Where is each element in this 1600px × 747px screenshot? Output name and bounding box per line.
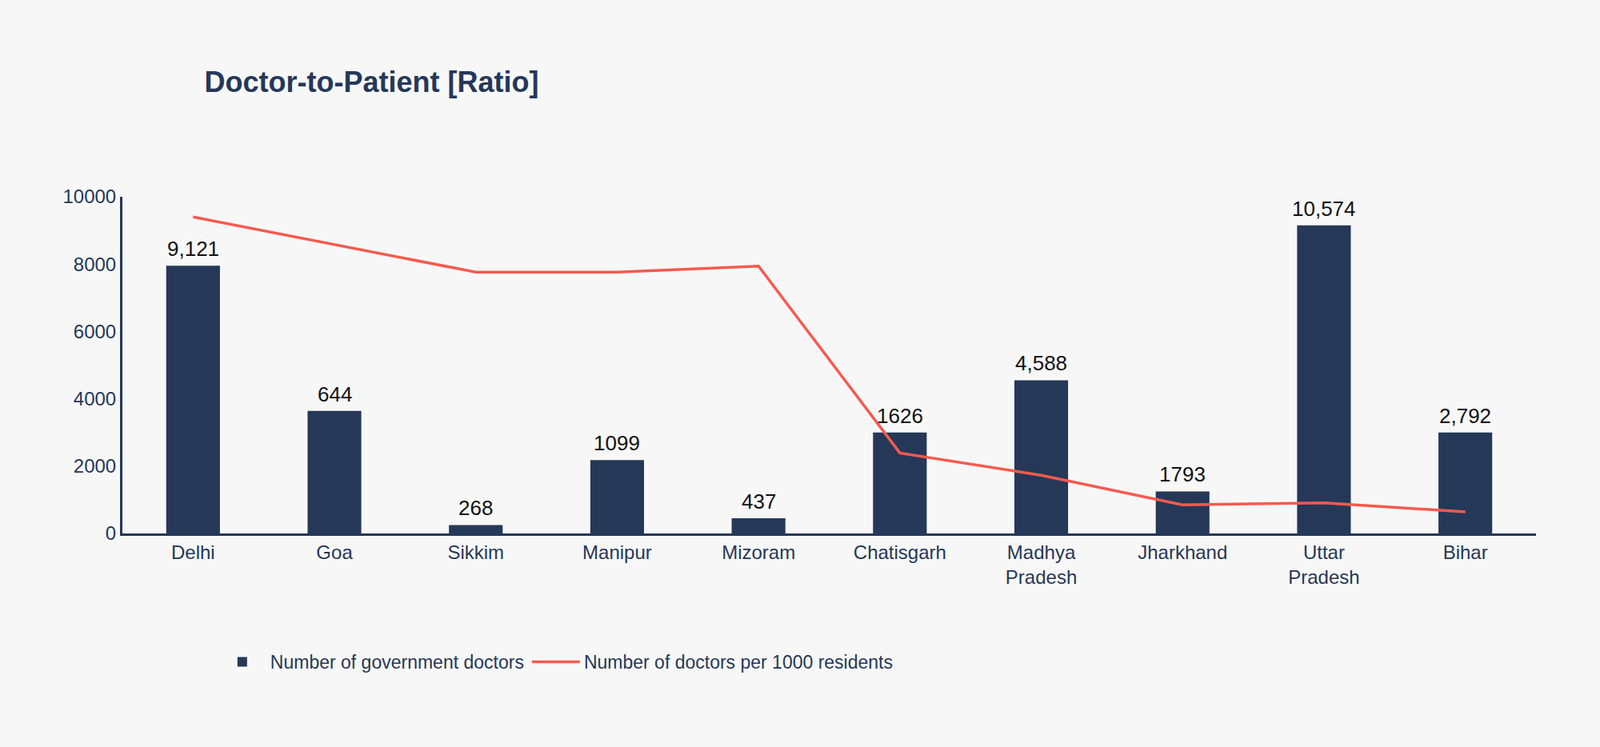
svg-text:9,121: 9,121 — [167, 236, 220, 261]
svg-text:6000: 6000 — [73, 320, 116, 343]
svg-text:MadhyaPradesh: MadhyaPradesh — [1005, 541, 1077, 588]
svg-text:Number of doctors per 1000 res: Number of doctors per 1000 residents — [584, 652, 893, 673]
svg-text:644: 644 — [317, 382, 352, 407]
svg-text:8000: 8000 — [73, 253, 116, 276]
svg-text:Chatisgarh: Chatisgarh — [853, 541, 947, 564]
svg-text:Manipur: Manipur — [582, 541, 652, 564]
svg-text:Bihar: Bihar — [1443, 541, 1488, 564]
svg-text:Doctor-to-Patient [Ratio]: Doctor-to-Patient [Ratio] — [204, 65, 539, 99]
svg-text:437: 437 — [741, 489, 776, 514]
svg-text:2,792: 2,792 — [1439, 404, 1492, 428]
svg-text:UttarPradesh: UttarPradesh — [1288, 541, 1360, 588]
svg-text:2000: 2000 — [73, 455, 116, 477]
svg-text:4,588: 4,588 — [1015, 351, 1068, 376]
svg-text:10000: 10000 — [62, 185, 116, 208]
svg-text:Sikkim: Sikkim — [447, 541, 504, 564]
svg-text:Mizoram: Mizoram — [721, 541, 796, 564]
svg-text:0: 0 — [105, 522, 116, 544]
svg-text:268: 268 — [458, 496, 493, 520]
svg-text:10,574: 10,574 — [1292, 196, 1356, 221]
svg-text:4000: 4000 — [73, 388, 116, 410]
svg-text:1793: 1793 — [1159, 462, 1206, 487]
svg-text:Goa: Goa — [316, 541, 353, 564]
svg-text:Number of government doctors: Number of government doctors — [270, 652, 524, 673]
svg-text:Jharkhand: Jharkhand — [1137, 541, 1228, 564]
svg-text:Delhi: Delhi — [171, 541, 216, 564]
svg-text:1099: 1099 — [593, 431, 640, 456]
svg-text:1626: 1626 — [876, 404, 924, 428]
